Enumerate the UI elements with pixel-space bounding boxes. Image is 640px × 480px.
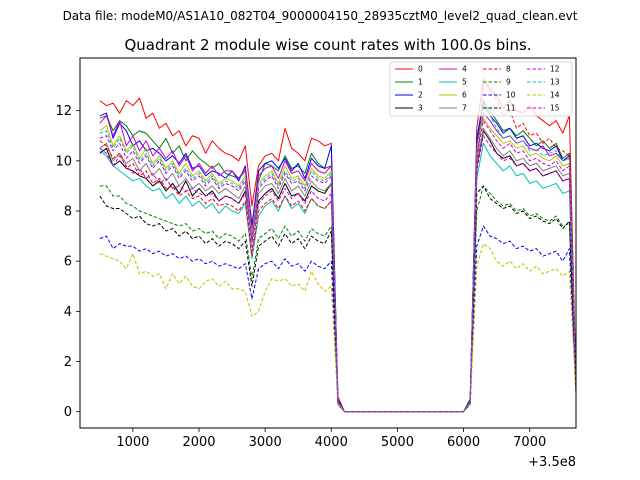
plot-frame <box>79 57 577 429</box>
x-tick-label: 6000 <box>447 435 480 450</box>
legend-frame <box>389 61 573 117</box>
y-tick-label: 10 <box>55 154 72 169</box>
x-tick-label: 2000 <box>182 435 215 450</box>
legend-label-4: 4 <box>462 65 467 74</box>
y-tick-label: 4 <box>64 305 72 320</box>
x-offset-label: +3.5e8 <box>528 455 576 470</box>
series-line-12 <box>99 135 576 413</box>
legend-label-10: 10 <box>506 91 516 100</box>
x-tick-label: 7000 <box>513 435 546 450</box>
legend-label-7: 7 <box>462 104 467 113</box>
legend-label-0: 0 <box>418 65 423 74</box>
legend-label-11: 11 <box>506 104 516 113</box>
legend-label-6: 6 <box>462 91 467 100</box>
series-line-11 <box>99 185 576 413</box>
chart-title: Quadrant 2 module wise count rates with … <box>124 36 531 54</box>
legend-label-15: 15 <box>550 104 560 113</box>
y-axis: 0 2 4 6 8 10 12 <box>55 104 80 420</box>
legend-label-13: 13 <box>550 78 560 87</box>
legend-label-12: 12 <box>550 65 560 74</box>
y-tick-label: 8 <box>64 205 72 220</box>
x-tick-label: 1000 <box>116 435 149 450</box>
y-tick-label: 12 <box>55 104 72 119</box>
legend-label-5: 5 <box>462 78 467 87</box>
legend-label-8: 8 <box>506 65 511 74</box>
series-line-13 <box>99 105 576 413</box>
y-tick-label: 0 <box>64 405 72 420</box>
legend-label-3: 3 <box>418 104 423 113</box>
series-layer <box>99 77 576 413</box>
y-tick-label: 6 <box>64 255 72 270</box>
legend-label-9: 9 <box>506 78 511 87</box>
series-line-14 <box>99 243 576 413</box>
x-tick-label: 5000 <box>381 435 414 450</box>
x-axis: 1000 2000 3000 4000 5000 6000 7000 <box>116 428 546 450</box>
y-tick-label: 2 <box>64 355 72 370</box>
chart-suptitle: Data file: modeM0/AS1A10_082T04_90000041… <box>63 9 578 23</box>
legend-label-1: 1 <box>418 78 423 87</box>
legend-label-2: 2 <box>418 91 423 100</box>
x-tick-label: 3000 <box>249 435 282 450</box>
legend-label-14: 14 <box>550 91 560 100</box>
series-line-15 <box>99 120 576 413</box>
x-tick-label: 4000 <box>315 435 348 450</box>
